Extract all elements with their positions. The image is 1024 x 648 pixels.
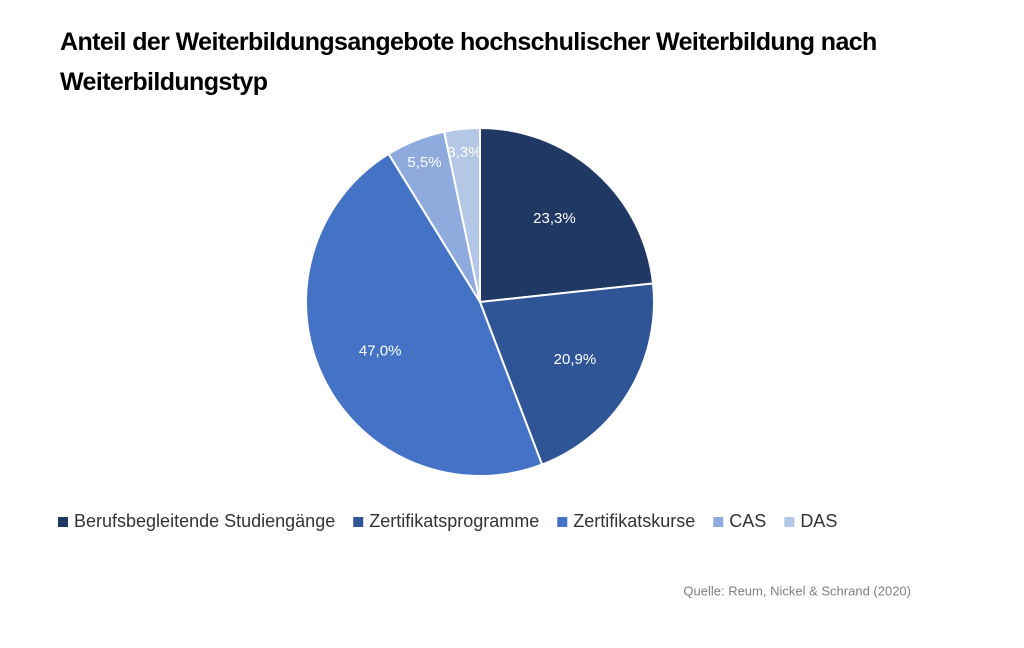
pie-slice <box>305 152 544 477</box>
pie-slice <box>478 282 655 466</box>
legend-swatch <box>784 517 795 527</box>
legend-swatch <box>58 517 68 527</box>
legend-label: Berufsbegleitende Studiengänge <box>74 511 335 531</box>
data-label: 3,3% <box>447 144 481 161</box>
legend-swatch <box>557 517 568 527</box>
legend-label: CAS <box>729 511 766 531</box>
data-label: 20,9% <box>554 351 597 368</box>
legend-swatch <box>713 517 724 527</box>
data-label: 23,3% <box>533 210 576 227</box>
legend-label: Zertifikatskurse <box>573 511 695 531</box>
legend-swatch <box>353 517 364 527</box>
data-label: 5,5% <box>407 154 441 171</box>
chart-title: Anteil der Weiterbildungsangebote hochsc… <box>60 28 877 96</box>
legend-label: Zertifikatsprogramme <box>369 511 539 531</box>
data-label: 47,0% <box>359 342 402 359</box>
source: Quelle: Reum, Nickel & Schrand (2020) <box>683 583 911 598</box>
legend-label: DAS <box>800 511 837 531</box>
pie-slice <box>479 126 655 304</box>
pie-slice <box>442 126 481 303</box>
